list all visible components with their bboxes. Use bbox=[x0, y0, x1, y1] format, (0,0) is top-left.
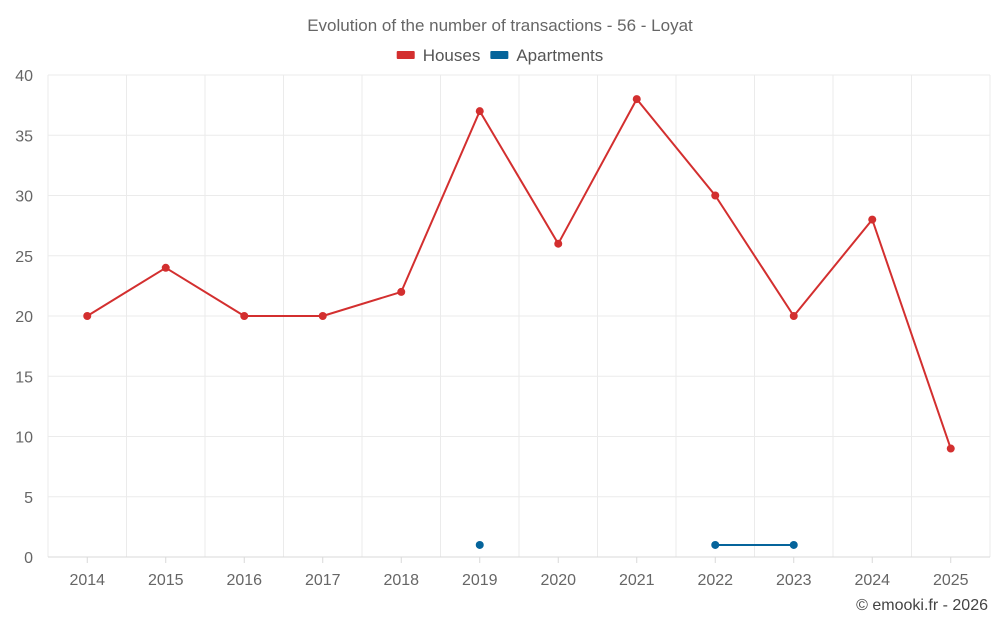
data-point-houses[interactable] bbox=[318, 312, 327, 320]
x-tick-label: 2017 bbox=[305, 572, 341, 589]
x-tick-label: 2024 bbox=[854, 572, 890, 589]
x-tick-label: 2023 bbox=[776, 572, 812, 589]
series-houses bbox=[83, 95, 955, 453]
legend-swatch-apartments bbox=[490, 51, 509, 59]
y-tick-label: 15 bbox=[15, 369, 33, 386]
series-apartments bbox=[475, 540, 798, 549]
y-tick-label: 35 bbox=[15, 128, 33, 145]
legend: Houses Apartments bbox=[396, 46, 603, 65]
legend-label-houses: Houses bbox=[423, 46, 481, 65]
credit-text: © emooki.fr - 2026 bbox=[856, 597, 988, 614]
y-tick-label: 40 bbox=[15, 68, 33, 85]
x-tick-label: 2018 bbox=[383, 572, 419, 589]
y-tick-label: 25 bbox=[15, 249, 33, 266]
x-tick-label: 2022 bbox=[697, 572, 733, 589]
x-tick-label: 2015 bbox=[148, 572, 184, 589]
legend-swatch-houses bbox=[396, 51, 415, 59]
data-point-houses[interactable] bbox=[868, 215, 877, 224]
data-point-houses[interactable] bbox=[83, 312, 92, 320]
y-tick-label: 20 bbox=[15, 309, 33, 326]
x-tick-label: 2021 bbox=[619, 572, 655, 589]
data-point-houses[interactable] bbox=[161, 263, 170, 272]
y-tick-label: 10 bbox=[15, 430, 33, 447]
data-point-houses[interactable] bbox=[554, 239, 563, 248]
data-point-houses[interactable] bbox=[475, 107, 484, 116]
data-point-houses[interactable] bbox=[946, 444, 955, 453]
data-point-apartments[interactable] bbox=[789, 540, 798, 549]
legend-label-apartments: Apartments bbox=[516, 46, 603, 65]
x-tick-label: 2014 bbox=[69, 572, 105, 589]
y-tick-label: 30 bbox=[15, 189, 33, 206]
x-tick-label: 2019 bbox=[462, 572, 498, 589]
x-tick-label: 2025 bbox=[933, 572, 969, 589]
x-tick-label: 2016 bbox=[226, 572, 262, 589]
data-point-houses[interactable] bbox=[397, 287, 406, 296]
data-point-houses[interactable] bbox=[711, 191, 720, 200]
y-tick-label: 0 bbox=[24, 550, 33, 567]
x-tick-label: 2020 bbox=[540, 572, 576, 589]
y-tick-label: 5 bbox=[24, 490, 33, 507]
data-point-apartments[interactable] bbox=[475, 540, 484, 549]
data-point-houses[interactable] bbox=[789, 312, 798, 320]
gridlines bbox=[47, 74, 991, 557]
chart-title: Evolution of the number of transactions … bbox=[307, 16, 693, 35]
data-point-houses[interactable] bbox=[240, 312, 249, 320]
series-line-houses bbox=[86, 98, 952, 449]
series-layer bbox=[83, 95, 955, 549]
data-point-houses[interactable] bbox=[632, 95, 641, 104]
data-point-apartments[interactable] bbox=[711, 540, 720, 549]
